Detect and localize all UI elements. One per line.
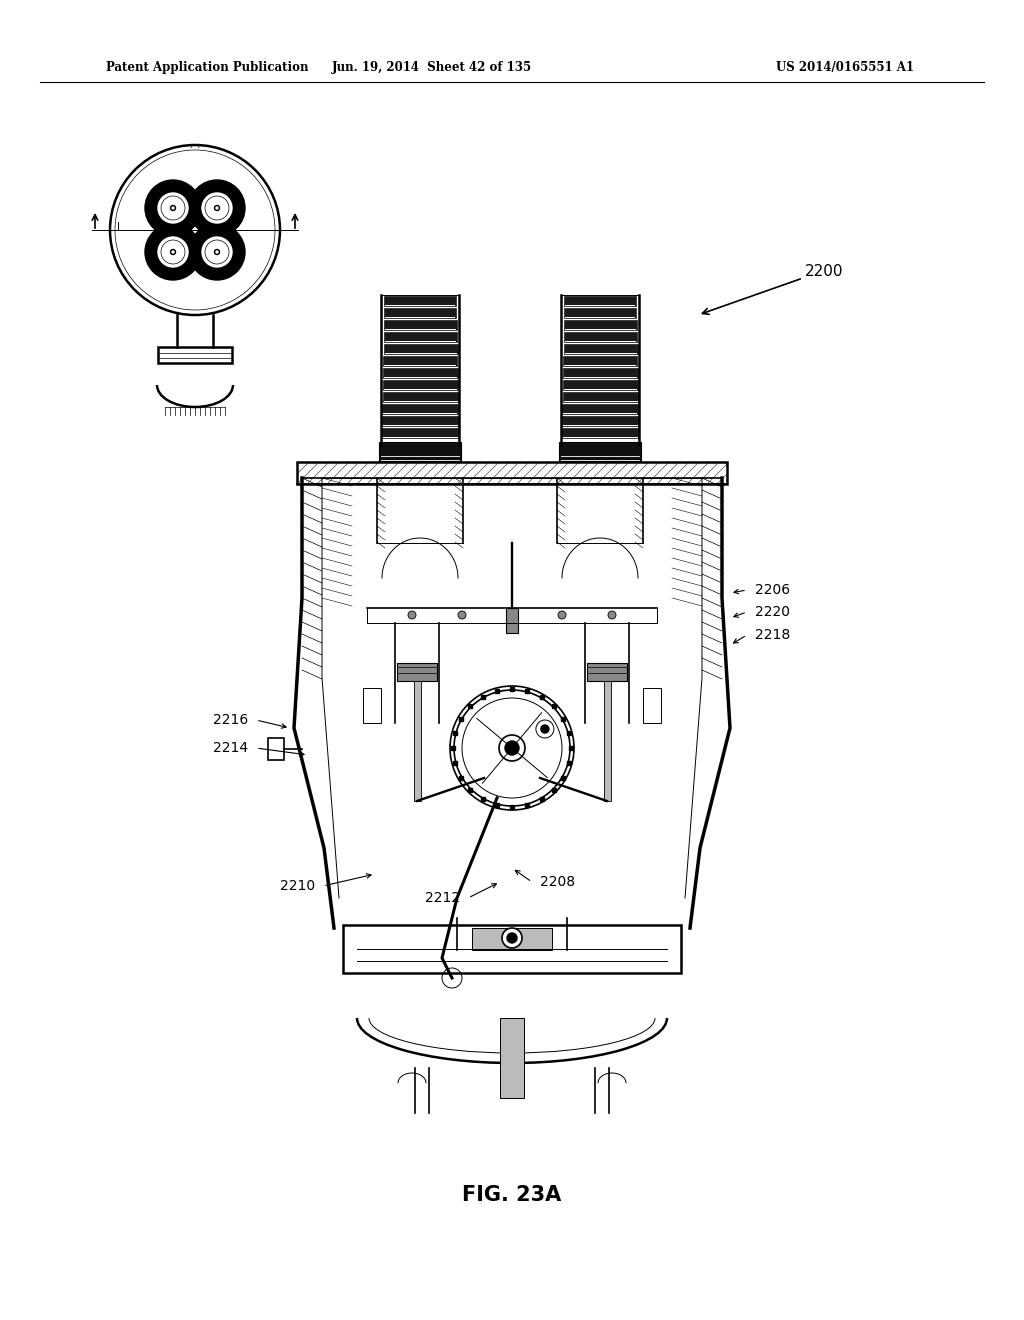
Circle shape <box>442 968 462 987</box>
Circle shape <box>172 207 174 209</box>
Bar <box>383 368 458 378</box>
Bar <box>564 308 637 318</box>
Bar <box>384 308 457 318</box>
Bar <box>382 428 460 438</box>
Circle shape <box>202 238 232 267</box>
Bar <box>604 681 611 801</box>
Text: Patent Application Publication: Patent Application Publication <box>106 62 308 74</box>
Circle shape <box>158 193 188 223</box>
Bar <box>587 663 627 681</box>
Circle shape <box>172 251 174 253</box>
Circle shape <box>541 725 549 733</box>
Circle shape <box>171 249 175 255</box>
Bar <box>383 380 459 389</box>
Circle shape <box>508 611 516 619</box>
Circle shape <box>502 928 522 948</box>
Bar <box>506 609 518 634</box>
Bar <box>562 416 639 426</box>
Text: US 2014/0165551 A1: US 2014/0165551 A1 <box>776 62 914 74</box>
Bar <box>382 416 459 426</box>
Circle shape <box>216 207 218 209</box>
Text: 2206: 2206 <box>755 583 791 597</box>
Circle shape <box>454 690 570 807</box>
Bar <box>414 681 421 801</box>
Bar <box>562 404 638 414</box>
Circle shape <box>189 224 245 280</box>
Circle shape <box>145 180 201 236</box>
Bar <box>384 333 458 342</box>
Circle shape <box>214 206 219 210</box>
Bar <box>564 345 638 354</box>
Circle shape <box>214 249 219 255</box>
Bar <box>382 404 459 414</box>
Text: 2220: 2220 <box>755 605 790 619</box>
Bar <box>563 356 637 366</box>
Text: 2214: 2214 <box>213 741 248 755</box>
Circle shape <box>505 741 519 755</box>
Bar <box>158 347 232 363</box>
Bar <box>643 688 662 723</box>
Bar <box>500 1018 524 1098</box>
Bar <box>564 296 636 306</box>
Bar <box>343 925 681 973</box>
Bar <box>384 319 457 330</box>
Bar <box>383 356 458 366</box>
Circle shape <box>189 180 245 236</box>
Circle shape <box>462 698 562 799</box>
Bar <box>562 428 639 438</box>
Circle shape <box>608 611 616 619</box>
Circle shape <box>158 238 188 267</box>
Text: 2216: 2216 <box>213 713 248 727</box>
Circle shape <box>536 719 554 738</box>
Text: 2200: 2200 <box>805 264 844 280</box>
Text: Jun. 19, 2014  Sheet 42 of 135: Jun. 19, 2014 Sheet 42 of 135 <box>332 62 532 74</box>
Bar <box>563 392 639 403</box>
Bar <box>564 319 637 330</box>
Text: FIG. 23A: FIG. 23A <box>463 1185 561 1205</box>
Bar <box>362 688 381 723</box>
Bar <box>563 380 638 389</box>
Text: 2210: 2210 <box>280 879 315 894</box>
Circle shape <box>450 686 574 810</box>
Circle shape <box>171 206 175 210</box>
Circle shape <box>507 933 517 942</box>
Bar <box>384 345 458 354</box>
Bar <box>297 462 727 484</box>
Bar <box>383 392 459 403</box>
Bar <box>564 333 637 342</box>
Bar <box>472 928 552 950</box>
Bar <box>563 368 638 378</box>
Bar <box>268 738 284 760</box>
Circle shape <box>408 611 416 619</box>
Bar <box>379 442 461 465</box>
Circle shape <box>558 611 566 619</box>
Circle shape <box>145 224 201 280</box>
Text: 2218: 2218 <box>755 628 791 642</box>
Bar <box>384 296 456 306</box>
Bar <box>559 442 641 465</box>
Circle shape <box>202 193 232 223</box>
Bar <box>397 663 437 681</box>
Text: 2208: 2208 <box>540 875 575 888</box>
Circle shape <box>499 735 525 762</box>
Circle shape <box>216 251 218 253</box>
Text: 2212: 2212 <box>425 891 460 906</box>
Circle shape <box>458 611 466 619</box>
